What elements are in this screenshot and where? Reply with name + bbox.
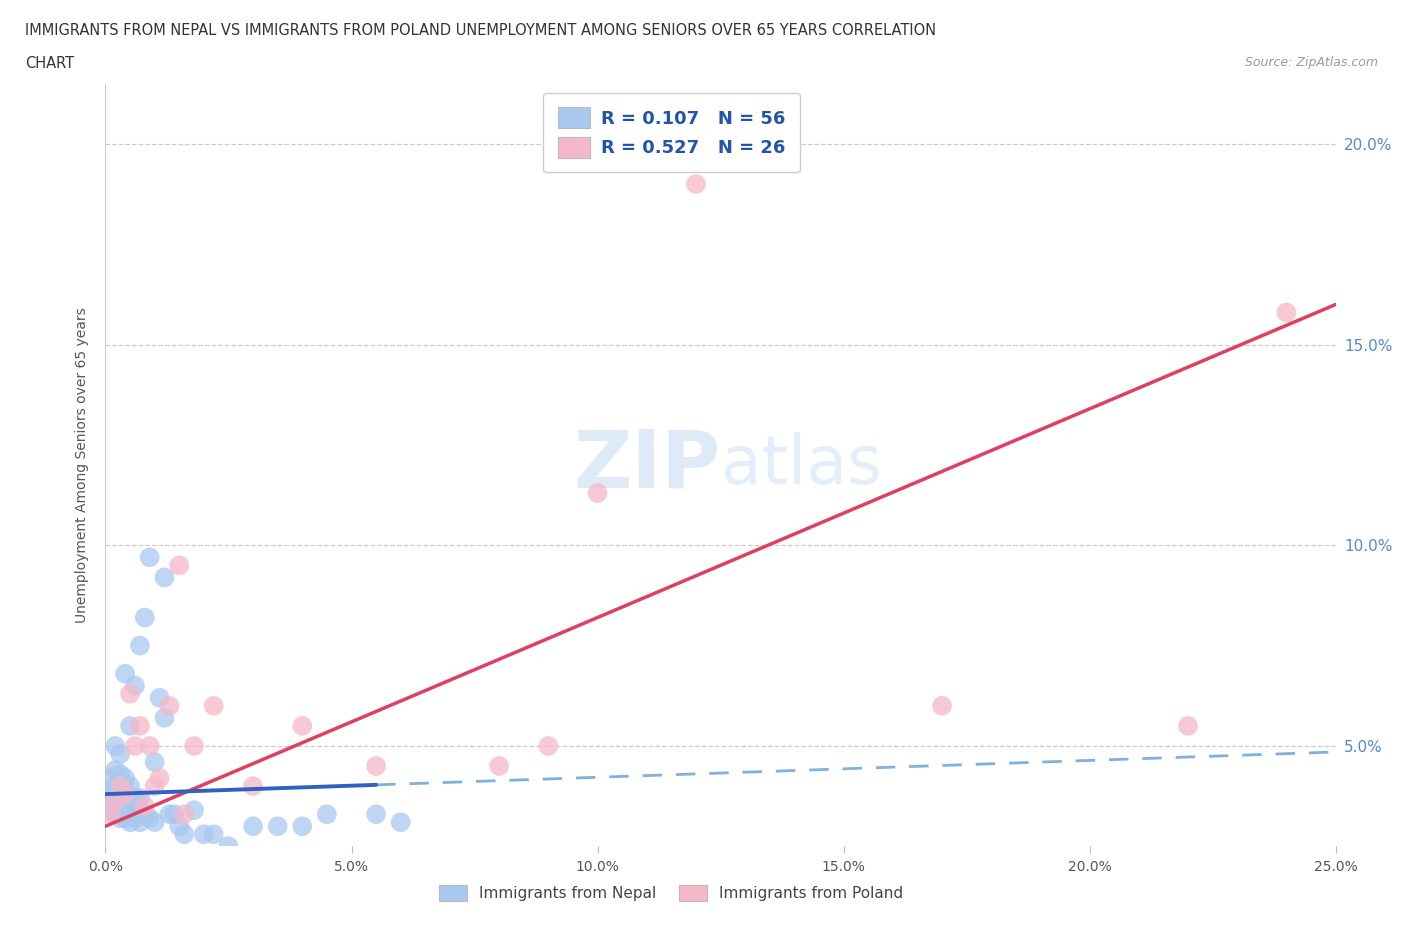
Point <box>488 759 510 774</box>
Point <box>110 747 132 762</box>
Point <box>134 806 156 821</box>
Point <box>110 778 132 793</box>
Point <box>124 678 146 693</box>
Point <box>104 763 127 777</box>
Text: Source: ZipAtlas.com: Source: ZipAtlas.com <box>1244 56 1378 69</box>
Point <box>120 795 141 810</box>
Point <box>315 806 337 821</box>
Text: CHART: CHART <box>25 56 75 71</box>
Point <box>98 771 122 786</box>
Point <box>1275 305 1298 320</box>
Point <box>169 558 191 573</box>
Point <box>114 771 136 786</box>
Point <box>120 686 141 701</box>
Legend: Immigrants from Nepal, Immigrants from Poland: Immigrants from Nepal, Immigrants from P… <box>433 879 910 908</box>
Point <box>120 815 141 830</box>
Point <box>120 778 141 793</box>
Point <box>129 638 152 653</box>
Point <box>134 610 156 625</box>
Y-axis label: Unemployment Among Seniors over 65 years: Unemployment Among Seniors over 65 years <box>76 307 90 623</box>
Point <box>153 570 176 585</box>
Point <box>124 738 146 753</box>
Point <box>138 738 162 753</box>
Point <box>537 738 560 753</box>
Point <box>173 827 195 842</box>
Text: IMMIGRANTS FROM NEPAL VS IMMIGRANTS FROM POLAND UNEMPLOYMENT AMONG SENIORS OVER : IMMIGRANTS FROM NEPAL VS IMMIGRANTS FROM… <box>25 23 936 38</box>
Point <box>291 719 314 734</box>
Point <box>149 690 172 705</box>
Point <box>98 803 122 817</box>
Point <box>586 485 609 500</box>
Point <box>218 839 240 854</box>
Point <box>114 811 136 826</box>
Point <box>114 783 136 798</box>
Point <box>202 827 225 842</box>
Point <box>242 818 264 833</box>
Point <box>931 698 953 713</box>
Point <box>129 719 152 734</box>
Point <box>366 759 388 774</box>
Point <box>124 811 146 826</box>
Point <box>193 827 215 842</box>
Point <box>366 806 388 821</box>
Point <box>1177 719 1199 734</box>
Point <box>110 811 132 826</box>
Point <box>110 790 132 805</box>
Point <box>104 778 127 793</box>
Point <box>389 815 412 830</box>
Point <box>143 815 166 830</box>
Point <box>267 818 290 833</box>
Point <box>124 803 146 817</box>
Point <box>183 738 205 753</box>
Point <box>143 778 166 793</box>
Point <box>120 803 141 817</box>
Point <box>104 738 127 753</box>
Point <box>114 666 136 681</box>
Point <box>129 790 152 805</box>
Point <box>120 719 141 734</box>
Point <box>98 806 122 821</box>
Point <box>242 778 264 793</box>
Point <box>110 778 132 793</box>
Point <box>138 811 162 826</box>
Point <box>129 815 152 830</box>
Point <box>138 550 162 565</box>
Point <box>143 754 166 769</box>
Point <box>104 795 127 810</box>
Point <box>104 795 127 810</box>
Point <box>114 795 136 810</box>
Point <box>163 806 186 821</box>
Point <box>98 787 122 802</box>
Point <box>114 803 136 817</box>
Point <box>110 799 132 814</box>
Point <box>149 771 172 786</box>
Text: ZIP: ZIP <box>574 426 721 504</box>
Point <box>114 787 136 802</box>
Text: atlas: atlas <box>721 432 882 498</box>
Point <box>159 698 180 713</box>
Point <box>173 806 195 821</box>
Point <box>169 818 191 833</box>
Point <box>291 818 314 833</box>
Point <box>202 698 225 713</box>
Point <box>183 803 205 817</box>
Point <box>129 803 152 817</box>
Point <box>104 806 127 821</box>
Point <box>685 177 707 192</box>
Point <box>110 766 132 781</box>
Point <box>134 799 156 814</box>
Point <box>124 790 146 805</box>
Point <box>159 806 180 821</box>
Point <box>153 711 176 725</box>
